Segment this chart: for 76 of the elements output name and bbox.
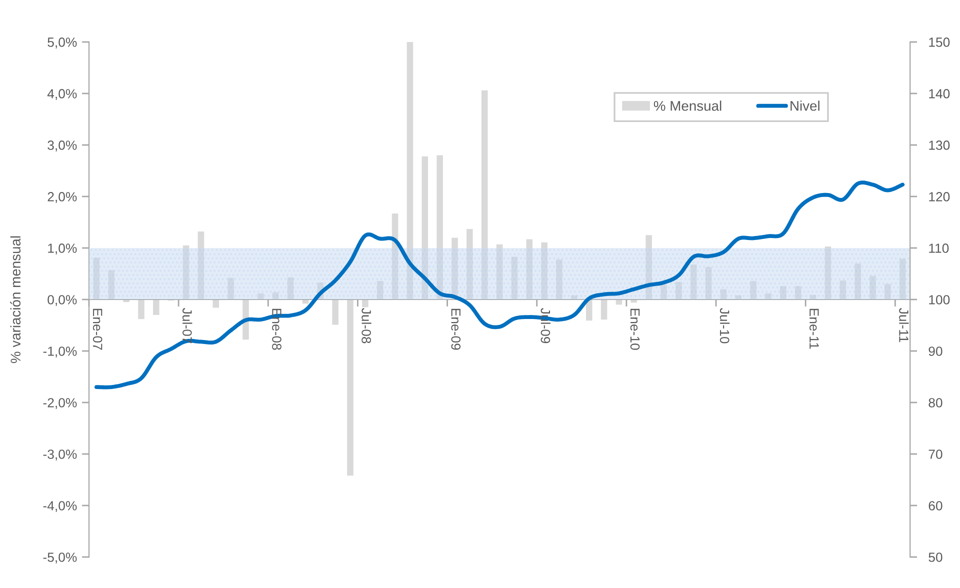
x-tick-label: Ene-08 — [272, 308, 282, 350]
bar — [660, 284, 667, 300]
x-tick-label: Jul-07 — [182, 308, 192, 344]
y-tick-label: -4,0% — [43, 501, 77, 512]
bar — [600, 300, 608, 320]
y2-tick-label: 50 — [928, 552, 942, 562]
y2-tick-label: 80 — [928, 398, 942, 408]
y-tick-label: -3,0% — [43, 450, 77, 460]
bar — [541, 242, 548, 300]
y-tick-label: -5,0% — [43, 552, 77, 564]
bar — [511, 256, 518, 300]
bar — [452, 238, 458, 300]
y-tick-label: 1,0% — [48, 244, 77, 254]
bar — [362, 300, 368, 308]
x-tick-label: Jul-10 — [720, 308, 730, 344]
y2-tick-label: 70 — [928, 450, 942, 459]
bar — [138, 300, 144, 320]
bar — [347, 300, 354, 476]
y2-tick-label: 140 — [929, 89, 950, 98]
bar — [765, 293, 772, 300]
bar — [258, 293, 264, 300]
bar — [705, 267, 712, 300]
bar — [676, 282, 682, 300]
bar — [93, 258, 100, 300]
bar — [780, 286, 786, 300]
x-tick-label: Ene-09 — [451, 308, 461, 350]
y-tick-label: 0,0% — [48, 295, 77, 306]
y2-tick-label: 110 — [929, 244, 949, 253]
x-tick-label: Jul-09 — [540, 308, 550, 344]
bar — [436, 155, 443, 300]
y-tick-label: 3,0% — [48, 140, 77, 152]
bar — [422, 156, 428, 300]
bar — [794, 286, 802, 300]
bar — [153, 300, 160, 315]
bar — [406, 42, 414, 300]
bar — [646, 235, 652, 300]
y-tick-label: 4,0% — [47, 89, 77, 100]
x-tick-label: Jul-08 — [362, 308, 372, 344]
bar — [884, 284, 891, 300]
bar — [228, 278, 234, 300]
y-tick-label: 5,0% — [48, 38, 77, 48]
y-tick-label: -1,0% — [43, 346, 77, 358]
y-axis-title: % variación mensual — [10, 236, 21, 364]
bar — [870, 276, 876, 300]
bar — [840, 280, 846, 300]
bar — [198, 232, 204, 300]
bar — [496, 244, 503, 300]
legend-label: Nivel — [790, 100, 820, 111]
y2-tick-label: 60 — [928, 501, 942, 510]
x-tick-label: Ene-10 — [630, 308, 640, 350]
bar — [750, 280, 756, 300]
y-tick-label: 2,0% — [48, 192, 77, 203]
bar — [720, 289, 727, 300]
legend-label: % Mensual — [654, 100, 722, 111]
bar — [332, 300, 338, 325]
x-tick-label: Ene-11 — [810, 308, 819, 349]
bar — [824, 246, 832, 300]
y2-tick-label: 130 — [929, 140, 950, 150]
bar — [376, 280, 384, 300]
x-tick-label: Ene-07 — [92, 308, 102, 350]
bar — [854, 263, 861, 300]
bar — [690, 264, 697, 300]
bar — [287, 277, 294, 300]
y2-tick-label: 150 — [929, 38, 950, 47]
bar — [108, 270, 115, 300]
y2-tick-label: 100 — [929, 295, 950, 304]
x-tick-label: Jul-11 — [899, 308, 909, 342]
bar — [466, 228, 473, 300]
bar — [899, 258, 906, 300]
y-tick-label: -2,0% — [43, 398, 77, 409]
bar — [481, 90, 488, 300]
y2-tick-label: 120 — [929, 192, 950, 202]
y2-tick-label: 90 — [928, 346, 942, 356]
bar — [556, 259, 562, 300]
bar — [526, 239, 533, 300]
bar — [182, 245, 190, 300]
